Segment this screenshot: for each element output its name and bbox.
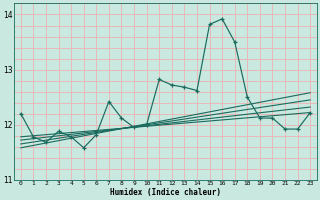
X-axis label: Humidex (Indice chaleur): Humidex (Indice chaleur) [110,188,221,197]
